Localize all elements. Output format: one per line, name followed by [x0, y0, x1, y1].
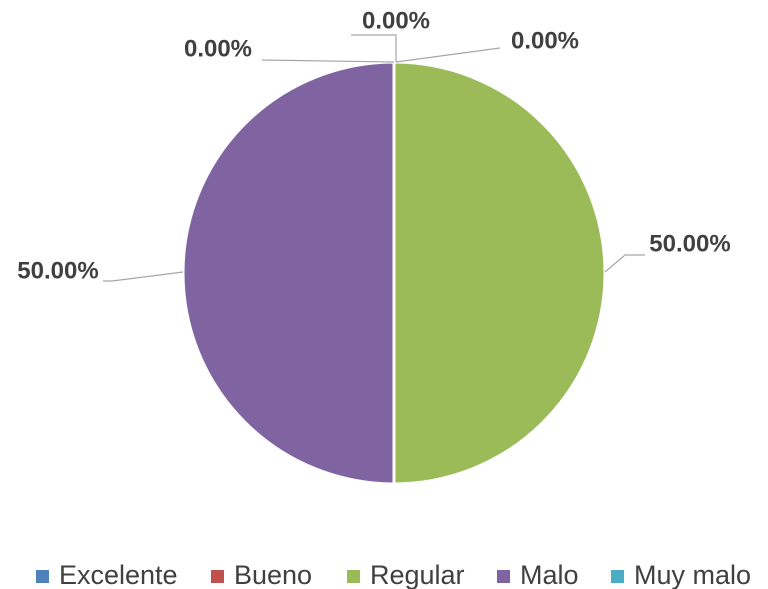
legend-label: Excelente: [59, 560, 178, 589]
legend-swatch: [347, 570, 360, 583]
legend-swatch: [611, 570, 624, 583]
legend-swatch: [497, 570, 510, 583]
legend-label: Bueno: [234, 560, 312, 589]
leader-line: [604, 254, 645, 273]
leader-line: [103, 271, 184, 282]
leader-line: [261, 59, 395, 63]
data-label: 50.00%: [17, 257, 98, 284]
legend-label: Malo: [520, 560, 579, 589]
legend-swatch: [36, 570, 49, 583]
pie-slice: [181, 60, 396, 486]
legend-label: Muy malo: [634, 560, 751, 589]
pie-slice: [392, 60, 607, 486]
data-label: 50.00%: [649, 230, 730, 257]
leader-line: [351, 34, 397, 62]
data-label: 0.00%: [362, 7, 430, 34]
legend-swatch: [211, 570, 224, 583]
leader-line: [395, 47, 501, 63]
legend-label: Regular: [370, 560, 465, 589]
data-label: 0.00%: [184, 35, 252, 62]
data-label: 0.00%: [511, 27, 579, 54]
